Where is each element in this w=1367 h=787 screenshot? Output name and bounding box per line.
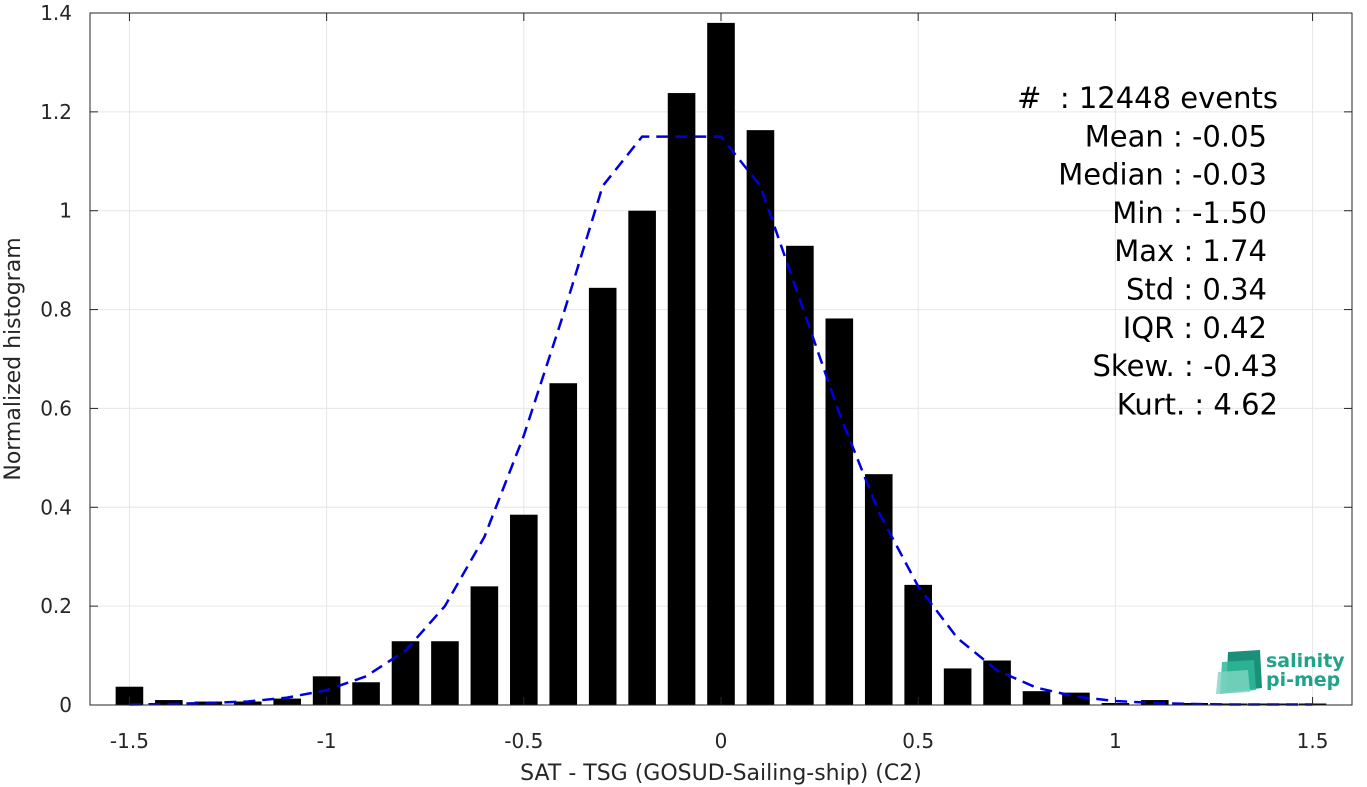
stats-line: Skew. : -0.43: [1092, 349, 1278, 383]
histogram-bar: [233, 701, 262, 705]
stats-line: IQR : 0.42: [1123, 311, 1267, 345]
axes: [89, 12, 1353, 706]
stats-line: Kurt. : 4.62: [1117, 387, 1278, 421]
stats-line: Median : -0.03: [1058, 158, 1267, 192]
stats-annotation: # : 12448 events Mean : -0.05 Median : -0.…: [1017, 81, 1278, 421]
logo-line2: pi-mep: [1266, 669, 1340, 691]
y-tick-label: 1.2: [40, 100, 72, 124]
histogram-bar: [155, 700, 183, 705]
histogram-bar: [943, 668, 972, 705]
histogram-bar: [667, 93, 696, 706]
histogram-bar: [825, 318, 854, 705]
histogram-bar: [431, 641, 459, 705]
histogram-bar: [786, 245, 814, 705]
histogram-bar: [983, 660, 1011, 705]
histogram-bar: [1022, 691, 1051, 705]
stats-line: Std : 0.34: [1126, 273, 1267, 307]
y-tick-label: 0.8: [40, 298, 72, 322]
x-tick-label: -1.5: [110, 729, 149, 753]
y-tick-label: 0.2: [40, 594, 72, 618]
histogram-bar: [510, 514, 538, 705]
stats-line: Min : -1.50: [1112, 196, 1267, 230]
stats-line: Max : 1.74: [1114, 234, 1267, 268]
y-tick-label: 1: [59, 199, 72, 223]
x-axis-label: SAT - TSG (GOSUD-Sailing-ship) (C2): [520, 761, 922, 786]
stats-line: Mean : -0.05: [1085, 119, 1267, 153]
histogram-bar: [273, 698, 301, 705]
histogram-bar: [470, 586, 499, 705]
y-tick-label: 0.4: [40, 495, 72, 519]
logo-line1: salinity: [1266, 650, 1345, 672]
histogram-bar: [628, 210, 656, 705]
x-tick-labels: -1.5 -1 -0.5 0 0.5 1 1.5: [110, 729, 1329, 753]
y-tick-label: 1.4: [40, 1, 72, 25]
x-tick-label: -0.5: [504, 729, 543, 753]
histogram-bar: [904, 584, 932, 705]
histogram-bar: [352, 682, 380, 705]
histogram-bar: [588, 287, 617, 705]
x-tick-label: 0: [715, 729, 728, 753]
salinity-pi-mep-logo: salinity pi-mep: [1216, 650, 1345, 694]
histogram-bar: [549, 383, 578, 705]
y-axis-label: Normalized histogram: [1, 237, 26, 480]
y-tick-label: 0.6: [40, 396, 72, 420]
y-tick-label: 0: [59, 693, 72, 717]
x-tick-label: 0.5: [902, 729, 934, 753]
histogram-bar: [707, 22, 735, 705]
stats-line: # : 12448 events: [1017, 81, 1278, 115]
histogram-bar: [864, 474, 893, 705]
x-tick-label: 1.5: [1297, 729, 1329, 753]
wave-logo-icon: [1216, 650, 1262, 694]
y-tick-labels: 0 0.2 0.4 0.6 0.8 1 1.2 1.4: [40, 1, 72, 717]
histogram-bar: [746, 130, 775, 705]
x-tick-label: 1: [1109, 729, 1122, 753]
x-tick-label: -1: [317, 729, 337, 753]
histogram-bar: [115, 686, 144, 705]
